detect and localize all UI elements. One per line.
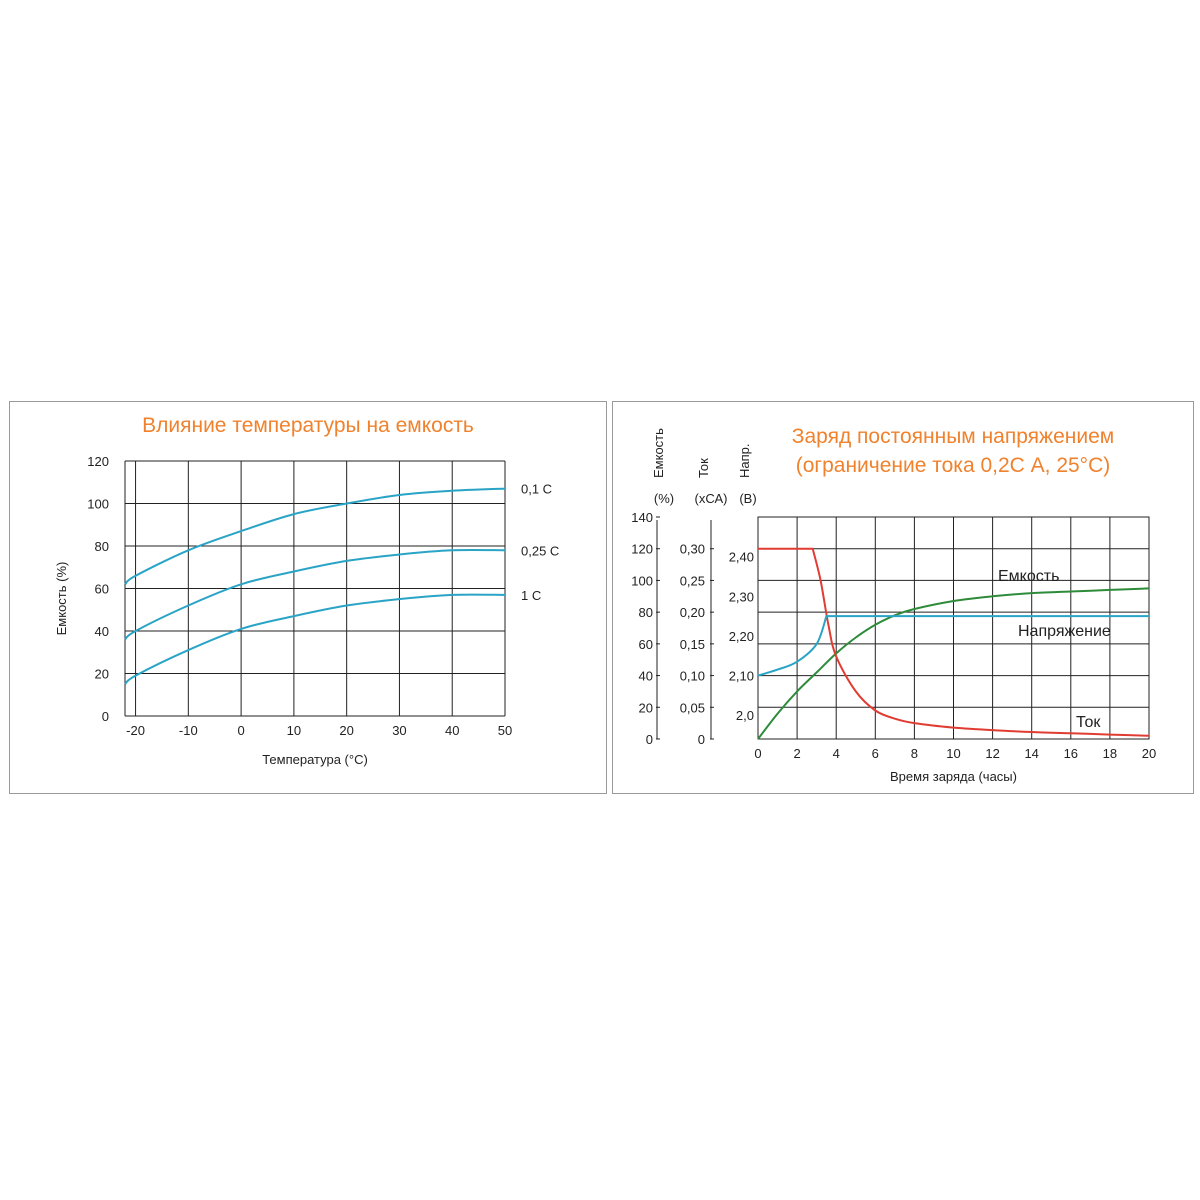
y-axis-unit: (хСА) (695, 491, 728, 506)
x-tick-label: 4 (833, 746, 840, 761)
x-tick-label: 14 (1024, 746, 1038, 761)
y-tick-label: 100 (631, 573, 653, 588)
x-tick-label: 20 (339, 723, 353, 738)
y-tick-label: 0,20 (680, 605, 705, 620)
series-line-1 (124, 487, 506, 586)
y-tick-label: 20 (95, 667, 109, 682)
x-axis-title: Температура (°C) (262, 752, 368, 767)
x-tick-label: 0 (237, 723, 244, 738)
y-tick-label: 0,10 (680, 669, 705, 684)
series-line-3 (124, 593, 506, 685)
series-line-2 (124, 548, 506, 641)
x-tick-label: 6 (872, 746, 879, 761)
y-axis-unit: (В) (739, 491, 756, 506)
x-tick-label: 40 (445, 723, 459, 738)
y-tick-label: 60 (639, 637, 653, 652)
y-tick-label: 20 (639, 700, 653, 715)
temperature-chart-svg: 0 20 40 60 80 100 120 -20 -10 0 10 20 30 40 50 Температ… (54, 454, 559, 767)
x-tick-label: 8 (911, 746, 918, 761)
charging-chart-svg: 0 2 4 6 8 10 12 14 16 18 20 0 20 40 60 80 100 120 140 Емкос… (631, 428, 1156, 784)
x-tick-label: 2 (793, 746, 800, 761)
y-tick-label: 80 (95, 539, 109, 554)
y-tick-label: 40 (639, 669, 653, 684)
series-label: Емкость (998, 568, 1059, 585)
y-tick-label: 0 (698, 732, 705, 747)
y-tick-label: 100 (87, 497, 109, 512)
x-tick-label: 30 (392, 723, 406, 738)
y-tick-label: 120 (631, 542, 653, 557)
x-tick-label: 50 (498, 723, 512, 738)
y-tick-label: 0,15 (680, 637, 705, 652)
y-tick-label: 120 (87, 454, 109, 469)
x-tick-label: 10 (946, 746, 960, 761)
y-tick-label: 2,30 (729, 589, 754, 604)
y-tick-label: 0,25 (680, 573, 705, 588)
y-tick-label: 40 (95, 624, 109, 639)
chart-subtitle: (ограничение тока 0,2С А, 25°С) (795, 454, 1111, 477)
series-label: 0,25 C (521, 543, 559, 558)
series-label: 1 C (521, 588, 541, 603)
x-tick-label: 20 (1142, 746, 1156, 761)
x-tick-label: 12 (985, 746, 999, 761)
x-tick-label: -10 (179, 723, 198, 738)
y-tick-label: 0,05 (680, 700, 705, 715)
y-axis-title: Напр. (737, 444, 752, 479)
series-label: Напряжение (1018, 623, 1111, 640)
y-tick-label: 0 (102, 709, 109, 724)
chart-panel-charging: Заряд постоянным напряжением (ограничени… (612, 401, 1194, 794)
y-axis-unit: (%) (654, 491, 674, 506)
y-tick-label: 0 (646, 732, 653, 747)
y-tick-label: 2,0 (736, 708, 754, 723)
series-label: 0,1 C (521, 482, 552, 497)
y-tick-label: 2,20 (729, 629, 754, 644)
y-tick-label: 2,40 (729, 550, 754, 565)
y-tick-label: 60 (95, 582, 109, 597)
chart-title-line1: Заряд постоянным напряжением (791, 425, 1115, 448)
series-label: Ток (1076, 714, 1101, 731)
y-tick-label: 0,30 (680, 542, 705, 557)
x-tick-label: 10 (287, 723, 301, 738)
x-tick-label: -20 (126, 723, 145, 738)
y-axis-title: Емкость (%) (54, 562, 69, 636)
chart-panel-temperature: Влияние температуры на емкость 0 20 40 60 80… (9, 401, 607, 794)
y-axis-title: Ток (696, 458, 711, 478)
series-line-voltage (757, 615, 1149, 677)
x-tick-label: 0 (754, 746, 761, 761)
y-tick-label: 2,10 (729, 669, 754, 684)
y-tick-label: 140 (631, 510, 653, 525)
series-line-current (758, 547, 1150, 737)
y-axis-title: Емкость (651, 428, 666, 478)
x-tick-label: 18 (1103, 746, 1117, 761)
y-tick-label: 80 (639, 605, 653, 620)
x-axis-title: Время заряда (часы) (890, 769, 1017, 784)
x-tick-label: 16 (1064, 746, 1078, 761)
chart-title: Влияние температуры на емкость (142, 414, 474, 437)
chart-title: Заряд постоянным напряжением (ограничени… (753, 422, 1153, 480)
